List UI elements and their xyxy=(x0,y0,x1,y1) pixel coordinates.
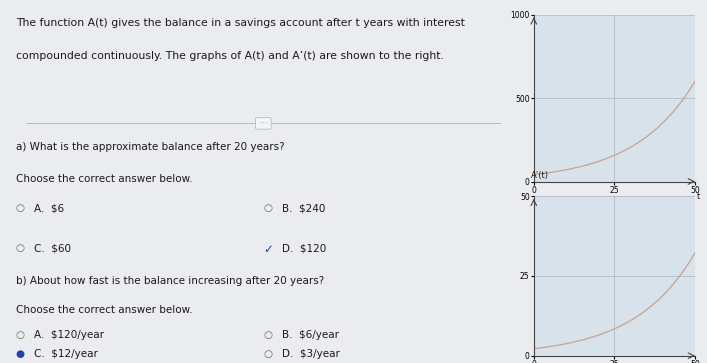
Text: ○: ○ xyxy=(264,349,272,359)
Text: ···: ··· xyxy=(257,119,270,128)
Text: b) About how fast is the balance increasing after 20 years?: b) About how fast is the balance increas… xyxy=(16,276,324,286)
Text: ○: ○ xyxy=(264,203,272,213)
Text: Choose the correct answer below.: Choose the correct answer below. xyxy=(16,174,192,184)
Text: a) What is the approximate balance after 20 years?: a) What is the approximate balance after… xyxy=(16,142,284,152)
Text: t: t xyxy=(696,192,700,200)
Text: C.  $12/year: C. $12/year xyxy=(34,349,98,359)
Text: ○: ○ xyxy=(16,203,25,213)
Text: ○: ○ xyxy=(264,330,272,340)
Text: ○: ○ xyxy=(16,330,25,340)
Text: D.  $3/year: D. $3/year xyxy=(282,349,339,359)
Text: ✓: ✓ xyxy=(264,243,273,256)
Text: compounded continuously. The graphs of A(t) and A’(t) are shown to the right.: compounded continuously. The graphs of A… xyxy=(16,51,444,61)
Text: A(t): A(t) xyxy=(530,0,546,1)
Text: The function A(t) gives the balance in a savings account after t years with inte: The function A(t) gives the balance in a… xyxy=(16,18,464,28)
Text: D.  $120: D. $120 xyxy=(282,243,326,253)
Text: Choose the correct answer below.: Choose the correct answer below. xyxy=(16,305,192,315)
Text: C.  $60: C. $60 xyxy=(34,243,71,253)
Text: ●: ● xyxy=(16,349,25,359)
Text: B.  $6/year: B. $6/year xyxy=(282,330,339,340)
Text: A.  $120/year: A. $120/year xyxy=(34,330,104,340)
Text: A’(t): A’(t) xyxy=(530,171,549,180)
Text: A.  $6: A. $6 xyxy=(34,203,64,213)
Text: ○: ○ xyxy=(16,243,25,253)
Text: B.  $240: B. $240 xyxy=(282,203,325,213)
